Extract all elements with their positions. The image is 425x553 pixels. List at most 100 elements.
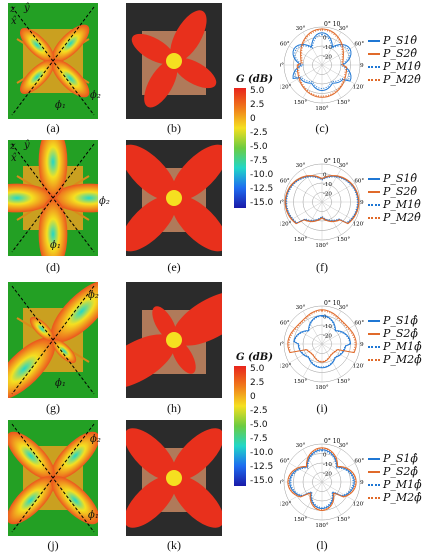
polar-r-tick: -10 bbox=[323, 462, 332, 468]
polar-angle-label: 60° bbox=[280, 179, 290, 185]
polar-plot-i: 0° 10 0 -10 -20 30° 30° 60° 60° 90° 90° 120° 120° 15… bbox=[280, 300, 364, 391]
radiation-lobe bbox=[126, 428, 177, 481]
polar-r-tick: -20 bbox=[323, 334, 332, 340]
radiation-lobe bbox=[51, 59, 90, 98]
polar-angle-label: 0° 10 bbox=[324, 300, 341, 307]
polar-angle-label: 90° bbox=[360, 200, 364, 206]
caption-e: (e) bbox=[167, 260, 181, 274]
caption-f: (f) bbox=[316, 260, 328, 274]
polar-angle-label: 60° bbox=[280, 42, 290, 48]
radiation-lobe bbox=[172, 291, 222, 346]
radiation-lobe bbox=[29, 316, 54, 341]
phi2-label-a: ϕ₂ bbox=[90, 90, 101, 101]
polar-curve bbox=[288, 448, 356, 511]
radiation-lobe bbox=[152, 306, 177, 341]
polar-angle-label: 30° bbox=[296, 163, 306, 169]
legend-item: P_M2θ̂ bbox=[383, 73, 421, 86]
polar-angle-label: 150° bbox=[337, 517, 350, 523]
legend-item: P_S1ϕ̂ bbox=[383, 314, 418, 327]
polar-curve bbox=[289, 449, 355, 510]
polar-angle-label: 60° bbox=[280, 321, 290, 327]
polar-r-tick: -20 bbox=[323, 472, 332, 478]
polar-curve bbox=[284, 175, 360, 225]
caption-i: (i) bbox=[316, 401, 328, 415]
polar-angle-label: 120° bbox=[353, 364, 364, 370]
radiation-lobe bbox=[173, 57, 217, 89]
radiation-lobe bbox=[171, 339, 196, 374]
legend-item: P_S1ϕ̂ bbox=[383, 452, 418, 465]
legend-item: P_S1θ̂ bbox=[383, 34, 418, 47]
radiation-lobe bbox=[52, 339, 77, 364]
polar-angle-label: 30° bbox=[296, 26, 306, 32]
legend-item: P_M1ϕ̂ bbox=[383, 478, 422, 491]
caption-h: (h) bbox=[167, 401, 181, 415]
legend-item: P_S1θ̂ bbox=[383, 172, 418, 185]
radiation-lobe bbox=[171, 195, 222, 252]
legend-item: P_M1ϕ̂ bbox=[383, 340, 422, 353]
polar-r-tick: -20 bbox=[323, 55, 332, 61]
polar-angle-label: 0° 10 bbox=[324, 21, 341, 28]
polar-curve bbox=[292, 32, 352, 92]
caption-b: (b) bbox=[167, 121, 181, 135]
polar-angle-label: 60° bbox=[354, 42, 364, 48]
colorbar-1 bbox=[234, 88, 246, 208]
radiation-lobe bbox=[170, 10, 207, 62]
radiation-lobe bbox=[171, 475, 222, 528]
polar-angle-label: 90° bbox=[280, 342, 284, 348]
polar-plot-c: 0° 10 0 -10 -20 30° 30° 60° 60° 90° 90° 120° 120° 15… bbox=[280, 21, 364, 112]
radiation-lobe bbox=[50, 282, 98, 343]
caption-j: (j) bbox=[47, 538, 59, 552]
polar-angle-label: 90° bbox=[360, 63, 364, 69]
phi2-label-j: ϕ₂ bbox=[90, 434, 101, 445]
polar-angle-label: 120° bbox=[353, 502, 364, 508]
caption-g: (g) bbox=[46, 401, 60, 415]
legend-f: P_S1θ̂ P_S2θ̂ P_M1θ̂ P_M2θ̂ bbox=[368, 172, 425, 228]
sim-pattern-d bbox=[8, 140, 98, 256]
legend-c: P_S1θ̂ P_S2θ̂ P_M1θ̂ P_M2θ̂ bbox=[368, 34, 425, 90]
colorbar-title: G (dB) bbox=[236, 352, 273, 363]
polar-curve bbox=[285, 175, 359, 224]
phi2-label-g: ϕ₂ bbox=[88, 290, 99, 301]
polar-r-tick: 0 bbox=[323, 173, 327, 179]
polar-angle-label: 60° bbox=[354, 321, 364, 327]
radiation-lobe bbox=[38, 140, 68, 198]
polar-angle-label: 60° bbox=[354, 179, 364, 185]
legend-item: P_S2ϕ̂ bbox=[383, 327, 418, 340]
phi2-label-d: ϕ₂ bbox=[99, 196, 110, 207]
polar-angle-label: 120° bbox=[353, 222, 364, 228]
polar-angle-label: 120° bbox=[280, 364, 292, 370]
polar-angle-label: 90° bbox=[360, 480, 364, 486]
polar-r-tick: -10 bbox=[323, 182, 332, 188]
radiation-lobe bbox=[19, 59, 55, 95]
legend-item: P_M2ϕ̂ bbox=[383, 353, 422, 366]
polar-angle-label: 30° bbox=[339, 443, 349, 449]
photo-pattern-k bbox=[126, 420, 222, 536]
radiation-lobe bbox=[8, 431, 55, 480]
radiation-lobe bbox=[53, 183, 98, 213]
polar-angle-label: 120° bbox=[280, 222, 292, 228]
legend-item: P_M1θ̂ bbox=[383, 60, 421, 73]
legend-item: P_S2θ̂ bbox=[383, 185, 418, 198]
legend-item: P_M1θ̂ bbox=[383, 198, 421, 211]
caption-a: (a) bbox=[46, 121, 60, 135]
axis-z-label: z bbox=[10, 141, 16, 152]
polar-angle-label: 0° 10 bbox=[324, 158, 341, 165]
radiation-lobe bbox=[8, 476, 55, 525]
polar-r-tick: 0 bbox=[323, 453, 327, 459]
polar-curve bbox=[286, 176, 358, 224]
polar-curve bbox=[293, 315, 352, 369]
polar-angle-label: 30° bbox=[296, 443, 306, 449]
radiation-lobe bbox=[38, 198, 68, 256]
caption-d: (d) bbox=[46, 260, 60, 274]
photo-pattern-b bbox=[126, 3, 222, 119]
phi1-label-g: ϕ₁ bbox=[55, 378, 66, 389]
axis-y-label: ŷ bbox=[24, 140, 30, 151]
axis-x-label: x̂ bbox=[11, 16, 17, 27]
polar-angle-label: 90° bbox=[360, 342, 364, 348]
polar-angle-label: 0° 10 bbox=[324, 438, 341, 445]
colorbar-title: G (dB) bbox=[236, 74, 273, 85]
polar-curve bbox=[287, 309, 357, 363]
radiation-lobe bbox=[126, 195, 177, 252]
phi1-label-d: ϕ₁ bbox=[50, 240, 61, 251]
radiation-lobe bbox=[144, 60, 178, 108]
